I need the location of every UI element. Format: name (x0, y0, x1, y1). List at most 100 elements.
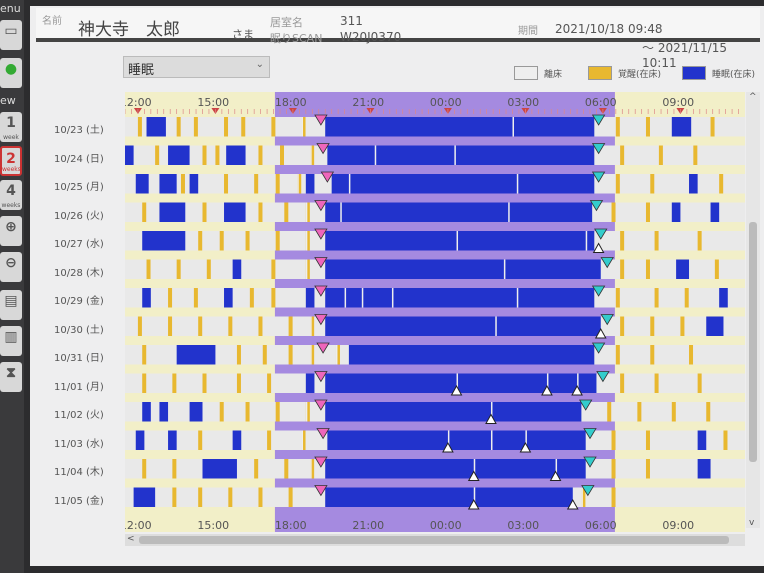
resident-name: 神大寺 太郎 (78, 20, 180, 40)
axis-tick-bottom: 21:00 (352, 519, 384, 532)
sleep-segment (697, 430, 707, 450)
sleep-segment (305, 373, 315, 393)
chevron-down-icon: ⌄ (255, 59, 264, 70)
row-date-label: 10/31 (日) (54, 353, 104, 364)
legend-sleep: 睡眠(在床) (682, 66, 755, 80)
sleep-segment (168, 145, 190, 165)
bed-exit-marker-icon (467, 470, 480, 481)
row-date-label: 11/01 (月) (54, 381, 104, 393)
awake-segment (176, 259, 181, 279)
awake-segment (202, 145, 207, 165)
night-wake-line (335, 345, 338, 365)
night-wake-line (512, 117, 514, 137)
room-label: 居室名 (270, 16, 303, 29)
awake-segment (267, 373, 272, 393)
save-button[interactable]: ▭ (0, 20, 22, 50)
bed-exit-marker-icon (467, 498, 480, 510)
awake-segment (620, 316, 625, 336)
main-screen: 名前 神大寺 太郎 さま 居室名 311 眠りSCAN W20J0370 期間 … (30, 6, 764, 566)
scroll-thumb[interactable] (749, 222, 757, 462)
axis-tick-top: 12:00 (125, 96, 152, 109)
awake-segment (284, 202, 289, 222)
sleep-segment (133, 487, 156, 507)
sleep-segment (202, 459, 237, 479)
awake-segment (215, 145, 220, 165)
awake-segment (198, 487, 203, 507)
scroll-up-icon[interactable]: ^ (749, 92, 757, 102)
awake-segment (142, 459, 147, 479)
wake-marker-icon (591, 143, 606, 155)
night-wake-line (525, 430, 527, 450)
markers-button[interactable]: ⧗ (0, 362, 22, 392)
legend-swatch (588, 66, 612, 80)
awake-segment (193, 117, 198, 137)
view-type-dropdown[interactable]: 睡眠 ⌄ (123, 56, 270, 78)
legend-swatch (682, 66, 706, 80)
axis-tick-bottom: 12:00 (125, 519, 152, 532)
scroll-down-icon[interactable]: v (749, 518, 755, 528)
awake-segment (168, 316, 173, 336)
sleep-segment (689, 174, 698, 194)
awake-segment (697, 231, 702, 251)
awake-segment (245, 231, 250, 251)
awake-segment (697, 373, 702, 393)
night-wake-line (310, 316, 312, 336)
sleep-segment (325, 231, 595, 251)
row-date-label: 10/24 (日) (54, 153, 104, 165)
bed-in-marker-icon (314, 257, 328, 269)
awake-segment (620, 259, 625, 279)
name-label: 名前 (42, 16, 62, 27)
histogram-button[interactable]: ▥ (0, 326, 22, 356)
1week-button[interactable]: 1 week (0, 112, 22, 142)
awake-segment (706, 402, 711, 422)
bed-exit-marker-icon (541, 384, 553, 396)
night-wake-line (508, 202, 510, 222)
week-count: 4 (6, 183, 16, 199)
histogram-icon: ▥ (4, 329, 18, 345)
2weeks-button[interactable]: 2 weeks (0, 146, 22, 176)
axis-tick-bottom: 03:00 (507, 519, 539, 532)
awake-segment (228, 487, 233, 507)
night-wake-line (473, 459, 476, 479)
sleep-segment (146, 117, 166, 137)
awake-segment (615, 117, 620, 137)
horizontal-scrollbar[interactable]: < (125, 534, 745, 546)
sleep-segment (159, 402, 169, 422)
awake-segment (271, 288, 276, 308)
refresh-button[interactable]: ● (0, 58, 22, 88)
awake-segment (206, 259, 211, 279)
awake-segment (611, 459, 616, 479)
legend-swatch (514, 66, 538, 80)
awake-segment (611, 487, 616, 507)
4weeks-button[interactable]: 4 weeks (0, 180, 22, 210)
zoom-out-button[interactable]: ⊖ (0, 252, 22, 282)
awake-segment (615, 174, 620, 194)
sleep-segment (142, 231, 186, 251)
wake-marker-icon (591, 171, 606, 183)
scroll-left-icon[interactable]: < (127, 534, 135, 544)
awake-segment (172, 487, 177, 507)
vertical-scrollbar[interactable]: ^ v (746, 92, 760, 528)
bed-in-marker-icon (314, 200, 328, 212)
week-unit: week (3, 134, 19, 141)
bed-in-marker-icon (314, 456, 328, 468)
row-date-label: 10/25 (月) (54, 182, 104, 193)
bed-in-marker-icon (320, 171, 335, 183)
row-date-label: 10/29 (金) (54, 296, 104, 307)
sleep-segment (224, 202, 246, 222)
awake-segment (310, 316, 315, 336)
room-value: 311 (340, 14, 363, 28)
week-count: 1 (6, 115, 16, 131)
row-date-label: 11/05 (金) (54, 495, 104, 507)
bar-view-button[interactable]: ▤ (0, 290, 22, 320)
night-wake-line (340, 202, 342, 222)
awake-segment (684, 288, 689, 308)
awake-segment (297, 174, 302, 194)
menu-label: enu (0, 2, 21, 15)
zoom-in-button[interactable]: ⊕ (0, 216, 22, 246)
scroll-thumb[interactable] (139, 536, 729, 544)
axis-tick-bottom: 15:00 (197, 519, 229, 532)
awake-segment (284, 459, 289, 479)
awake-segment (620, 145, 625, 165)
awake-segment (202, 202, 207, 222)
